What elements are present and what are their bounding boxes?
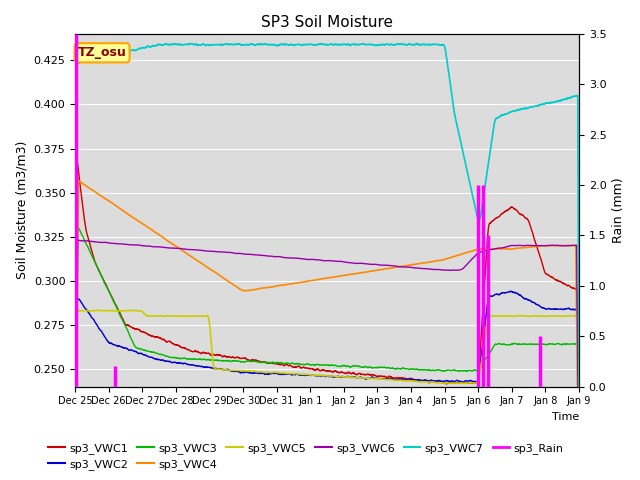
Y-axis label: Soil Moisture (m3/m3): Soil Moisture (m3/m3)	[15, 141, 28, 279]
Text: TZ_osu: TZ_osu	[77, 46, 127, 60]
X-axis label: Time: Time	[552, 412, 579, 422]
Legend: sp3_VWC1, sp3_VWC2, sp3_VWC3, sp3_VWC4, sp3_VWC5, sp3_VWC6, sp3_VWC7, sp3_Rain: sp3_VWC1, sp3_VWC2, sp3_VWC3, sp3_VWC4, …	[44, 438, 568, 474]
Title: SP3 Soil Moisture: SP3 Soil Moisture	[261, 15, 393, 30]
Y-axis label: Rain (mm): Rain (mm)	[612, 178, 625, 243]
